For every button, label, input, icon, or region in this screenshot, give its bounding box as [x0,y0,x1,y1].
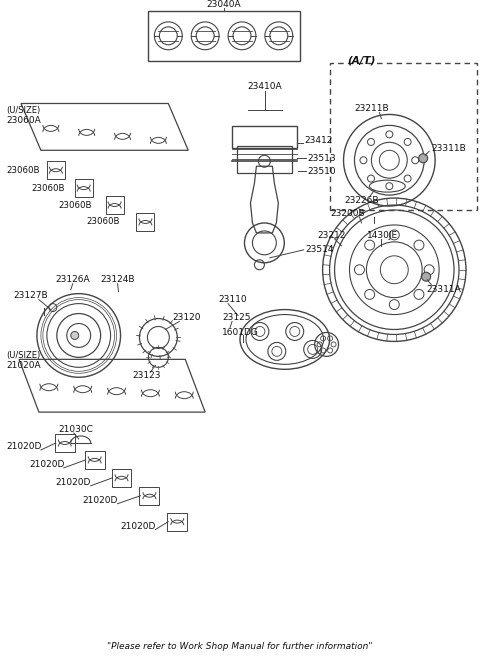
Text: 23127B: 23127B [13,291,48,300]
Text: 23311A: 23311A [426,285,461,294]
Bar [237,146,292,173]
Text: 23514: 23514 [306,245,334,255]
Text: 21020D: 21020D [29,461,64,469]
Circle shape [71,331,79,339]
Bar [140,487,159,504]
Text: 23040A: 23040A [207,1,241,9]
Bar [55,434,75,452]
Text: 23060B: 23060B [31,184,64,193]
Text: 23311B: 23311B [431,144,466,153]
Text: 1601DG: 1601DG [222,328,259,337]
Text: 23124B: 23124B [101,276,135,284]
Text: 21020D: 21020D [56,478,91,487]
Circle shape [419,154,428,163]
Text: 23110: 23110 [218,295,247,304]
Text: 23060A: 23060A [6,116,41,125]
Bar [168,512,187,531]
Bar [136,213,155,231]
Text: 23120: 23120 [172,313,201,322]
Text: (U/SIZE): (U/SIZE) [6,351,40,360]
Text: (A/T): (A/T) [348,56,376,66]
Text: 21020D: 21020D [83,496,118,505]
Text: 23226B: 23226B [345,195,379,205]
Text: (U/SIZE): (U/SIZE) [6,106,40,115]
Bar [111,469,132,487]
Text: 23410A: 23410A [248,82,282,91]
Text: 23211B: 23211B [355,104,389,113]
Text: 23412: 23412 [305,136,333,145]
Text: 23510: 23510 [308,167,336,176]
Text: 23513: 23513 [308,154,336,163]
Text: 23126A: 23126A [56,276,90,284]
Text: "Please refer to Work Shop Manual for further information": "Please refer to Work Shop Manual for fu… [107,642,373,651]
Bar [106,196,123,214]
Bar [148,11,300,61]
Text: 23060B: 23060B [59,201,92,209]
Text: 21020D: 21020D [120,522,156,531]
Text: 23212: 23212 [318,232,346,240]
Bar [84,451,105,469]
Circle shape [421,272,431,281]
Bar [232,127,297,148]
Text: 23123: 23123 [132,371,161,380]
Text: 21020D: 21020D [6,442,41,451]
Bar [47,161,65,179]
Text: 23200B: 23200B [330,209,365,218]
Text: 21030C: 21030C [59,424,94,434]
Text: 1430JE: 1430JE [367,232,398,240]
Text: 23060B: 23060B [87,218,120,226]
Text: 23125: 23125 [222,313,251,322]
Bar [330,63,477,210]
Text: 23060B: 23060B [6,166,39,174]
Text: 21020A: 21020A [6,361,41,370]
Bar [75,179,93,197]
